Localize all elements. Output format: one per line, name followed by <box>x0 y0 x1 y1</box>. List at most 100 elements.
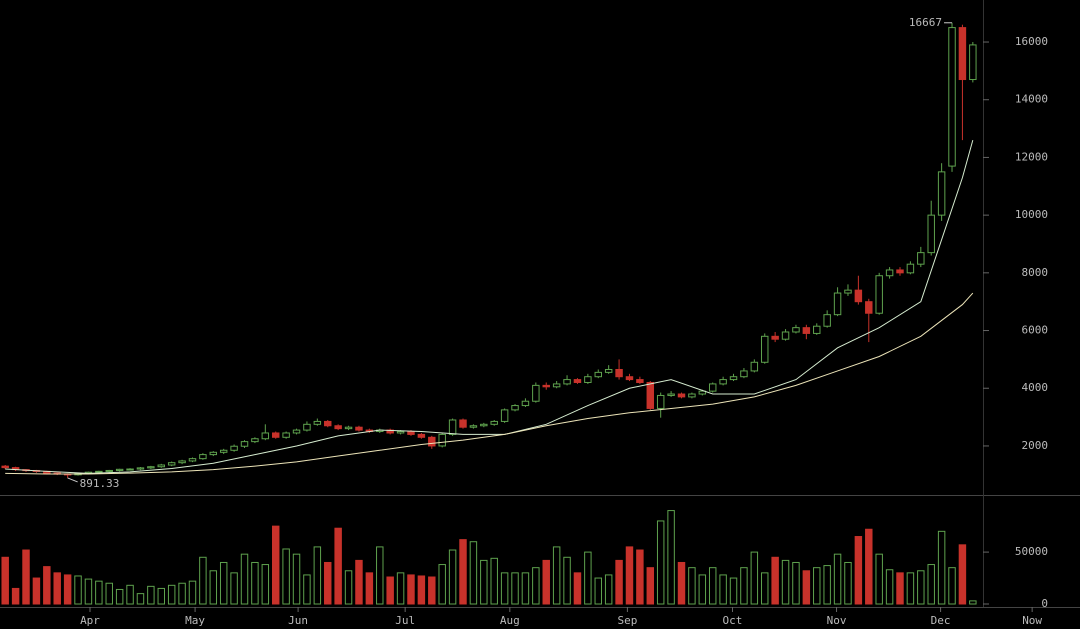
candle-body <box>511 405 519 411</box>
volume-bar <box>136 593 145 605</box>
candle-body <box>407 431 415 435</box>
volume-tick-label: 50000 <box>1015 545 1048 558</box>
y-tick-label: 4000 <box>1022 381 1049 394</box>
volume-bar <box>209 570 218 605</box>
volume-bar <box>271 525 280 605</box>
candle-body <box>677 393 686 398</box>
volume-bar <box>386 576 394 605</box>
volume-bar <box>240 553 249 605</box>
x-tick-label: Aug <box>500 614 520 627</box>
candle-body <box>355 426 363 431</box>
candle-body <box>896 269 904 274</box>
volume-bar <box>324 561 332 605</box>
candle-body <box>584 376 592 383</box>
candle-body <box>875 275 883 314</box>
volume-bar <box>761 572 769 605</box>
volume-bar <box>11 587 20 605</box>
candle-body <box>417 433 426 438</box>
volume-bar <box>875 553 883 605</box>
volume-bar <box>22 549 30 605</box>
candle-body <box>958 27 967 81</box>
volume-bar <box>719 574 727 605</box>
candle-body <box>105 469 113 472</box>
x-tick-label: Now <box>1022 614 1042 627</box>
volume-bar <box>126 584 134 605</box>
volume-bar <box>480 559 488 605</box>
candle-body <box>188 458 197 462</box>
candle-body <box>521 400 530 407</box>
volume-bar <box>355 559 363 605</box>
volume-bar <box>958 544 967 605</box>
candle-body <box>448 419 457 435</box>
volume-bar <box>115 588 124 605</box>
candle-body <box>428 436 436 447</box>
volume-bar <box>199 556 207 605</box>
candle-body <box>126 468 134 471</box>
volume-bar <box>74 575 82 605</box>
volume-bar <box>84 578 93 605</box>
volume-tick-label: 0 <box>1041 597 1048 610</box>
candle-body <box>459 419 467 428</box>
volume-bar <box>740 567 748 605</box>
volume-bar <box>178 582 186 605</box>
volume-bar <box>521 572 530 605</box>
volume-bar <box>147 585 155 605</box>
volume-bar <box>376 546 384 605</box>
candle-body <box>563 379 571 385</box>
candle-body <box>917 252 925 265</box>
candle-body <box>792 327 800 333</box>
candle-body <box>500 409 509 422</box>
candle-body <box>823 314 831 327</box>
candle-body <box>615 368 623 378</box>
volume-bar <box>917 570 925 605</box>
candle-body <box>438 433 446 447</box>
volume-bar <box>334 527 342 605</box>
y-tick-label: 8000 <box>1022 266 1049 279</box>
volume-bar <box>823 565 831 605</box>
candle-body <box>303 423 311 431</box>
volume-bar <box>792 561 800 605</box>
candle-body <box>167 462 176 466</box>
candle-body <box>344 426 353 430</box>
volume-bar <box>500 572 509 605</box>
candle-body <box>271 432 280 438</box>
candle-body <box>688 393 696 398</box>
volume-bar <box>459 539 467 605</box>
volume-bar <box>896 572 904 605</box>
candle-body <box>927 214 935 254</box>
volume-bar <box>844 561 852 605</box>
volume-bar <box>438 564 446 605</box>
candle-body <box>781 331 790 340</box>
volume-bar <box>594 577 602 605</box>
x-tick-label: Apr <box>80 614 100 627</box>
candle-body <box>813 325 821 334</box>
volume-bar <box>188 580 197 605</box>
x-tick-label: May <box>185 614 205 627</box>
candle-body <box>209 451 218 456</box>
candle-body <box>251 438 259 443</box>
y-tick-label: 6000 <box>1022 324 1049 337</box>
volume-bar <box>63 574 72 605</box>
candle-body <box>761 335 769 363</box>
candle-body <box>885 269 894 277</box>
volume-bar <box>448 549 457 605</box>
volume-bar <box>230 572 238 605</box>
volume-bar <box>542 559 550 605</box>
candle-body <box>282 432 290 438</box>
volume-bar <box>1 556 9 605</box>
candle-body <box>261 432 270 440</box>
volume-bar <box>625 546 634 605</box>
candle-body <box>480 423 488 427</box>
high-label: 16667 <box>909 16 942 29</box>
moving-average <box>5 139 974 474</box>
volume-bar <box>802 570 811 605</box>
volume-bar <box>885 569 894 605</box>
low-marker <box>67 477 78 483</box>
volume-bar <box>708 567 717 605</box>
y-tick-label: 2000 <box>1022 439 1049 452</box>
candle-body <box>625 376 634 381</box>
candle-body <box>1 465 9 469</box>
volume-bar <box>854 536 863 605</box>
x-tick-label: Nov <box>827 614 847 627</box>
